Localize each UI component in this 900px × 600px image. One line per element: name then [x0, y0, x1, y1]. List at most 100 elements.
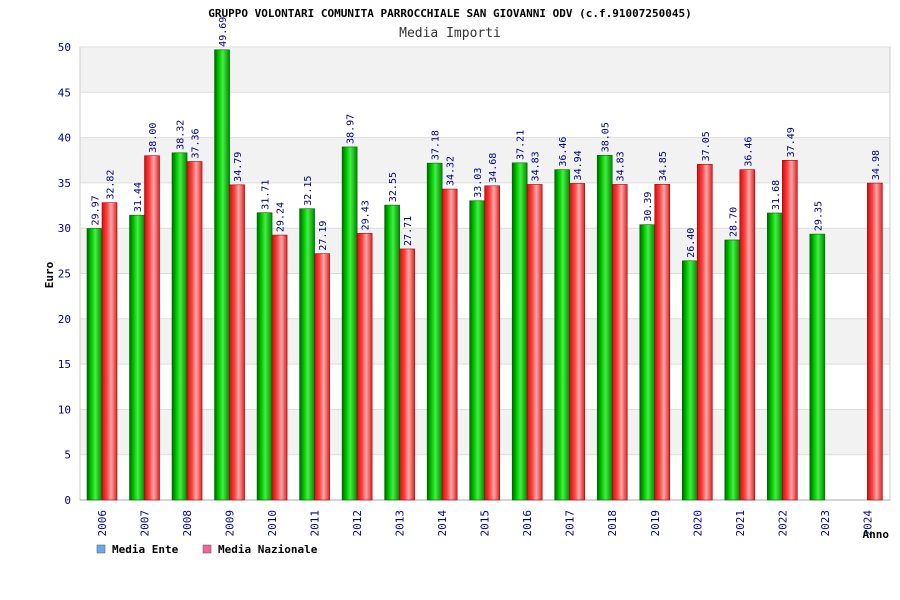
bar: [867, 182, 883, 501]
data-label: 37.18: [431, 130, 442, 160]
plot-band: [80, 47, 890, 93]
data-label: 29.43: [361, 200, 372, 230]
data-label: 34.85: [658, 151, 669, 181]
data-label: 33.03: [473, 168, 484, 198]
x-tick-label: 2023: [819, 510, 832, 537]
data-label: 34.83: [616, 151, 627, 181]
x-tick-label: 2011: [309, 510, 322, 537]
x-tick-label: 2006: [96, 510, 109, 537]
y-tick-label: 0: [64, 494, 71, 507]
y-tick-label: 35: [58, 177, 71, 190]
bar: [171, 152, 188, 501]
bar: [724, 239, 741, 501]
bar: [554, 169, 571, 501]
bar: [314, 253, 330, 501]
x-tick-label: 2021: [734, 510, 747, 537]
bar: [739, 169, 756, 501]
data-label: 29.35: [813, 201, 824, 231]
legend-swatch: [96, 544, 106, 554]
bar: [384, 204, 400, 501]
chart-title: GRUPPO VOLONTARI COMUNITA PARROCCHIALE S…: [208, 7, 691, 20]
chart-subtitle: Media Importi: [399, 26, 501, 41]
bar: [782, 160, 798, 501]
bar: [484, 185, 500, 501]
data-label: 28.70: [728, 207, 739, 237]
y-tick-label: 25: [58, 268, 71, 281]
data-label: 34.68: [488, 153, 499, 183]
y-axis-ticks: 0 5 10 15 20 25 30 35 40 45 50: [58, 41, 71, 507]
x-tick-label: 2022: [776, 510, 789, 537]
bar: [229, 184, 245, 501]
x-tick-label: 2007: [139, 510, 152, 537]
bar: [256, 212, 273, 501]
y-axis-label: Euro: [43, 261, 56, 288]
y-tick-label: 45: [58, 86, 71, 99]
y-tick-label: 15: [58, 358, 71, 371]
bar: [569, 183, 586, 501]
data-label: 38.97: [346, 114, 357, 144]
bar: [214, 49, 230, 501]
data-label: 34.32: [446, 156, 457, 186]
data-label: 32.55: [388, 172, 399, 202]
data-label: 38.00: [148, 123, 159, 153]
data-label: 34.79: [233, 152, 244, 182]
x-tick-label: 2008: [181, 510, 194, 537]
bar: [611, 184, 628, 501]
data-label: 31.44: [133, 182, 144, 212]
data-label: 29.97: [91, 195, 102, 225]
bars: [86, 49, 883, 501]
y-tick-label: 30: [58, 222, 71, 235]
bar: [144, 155, 160, 501]
y-tick-label: 5: [64, 449, 71, 462]
bar: [469, 200, 485, 501]
bar: [129, 214, 145, 501]
x-tick-label: 2012: [351, 510, 364, 537]
bar: [186, 161, 203, 501]
bar: [526, 184, 543, 501]
x-tick-label: 2024: [861, 510, 874, 537]
data-label: 34.94: [573, 150, 584, 180]
x-axis-label: Anno: [863, 528, 890, 541]
bar: [341, 146, 358, 501]
bar: [86, 228, 103, 501]
y-tick-label: 20: [58, 313, 71, 326]
data-label: 37.49: [786, 127, 797, 157]
y-tick-label: 40: [58, 132, 71, 145]
legend-label: Media Ente: [112, 543, 179, 556]
legend: Media Ente Media Nazionale: [96, 543, 318, 556]
bar: [696, 164, 713, 501]
bar: [654, 183, 671, 501]
x-tick-label: 2016: [521, 510, 534, 537]
data-label: 37.36: [191, 128, 202, 158]
data-label: 31.68: [771, 180, 782, 210]
value-labels: 29.97 32.82 31.44 38.00 38.32 37.36 49.69 34.79…: [91, 17, 882, 258]
bar: [511, 162, 528, 501]
data-label: 32.15: [303, 176, 314, 206]
bar: [767, 212, 783, 501]
x-tick-label: 2013: [394, 510, 407, 537]
x-tick-label: 2009: [224, 510, 237, 537]
data-label: 36.46: [558, 137, 569, 167]
data-label: 27.71: [403, 216, 414, 246]
data-label: 37.21: [516, 130, 527, 160]
bar: [809, 233, 826, 501]
bar: [399, 248, 415, 501]
x-tick-label: 2019: [649, 510, 662, 537]
bar: [101, 202, 118, 501]
bar: [681, 260, 698, 501]
bar: [299, 208, 315, 501]
data-label: 29.24: [276, 202, 287, 232]
data-label: 26.40: [686, 228, 697, 258]
legend-swatch: [202, 544, 212, 554]
x-tick-label: 2020: [691, 510, 704, 537]
data-label: 31.71: [261, 180, 272, 210]
data-label: 49.69: [218, 17, 229, 47]
data-label: 30.39: [643, 192, 654, 222]
y-tick-label: 50: [58, 41, 71, 54]
data-label: 34.98: [871, 150, 882, 180]
bar: [426, 162, 443, 501]
legend-label: Media Nazionale: [218, 543, 318, 556]
data-label: 32.82: [106, 170, 117, 200]
